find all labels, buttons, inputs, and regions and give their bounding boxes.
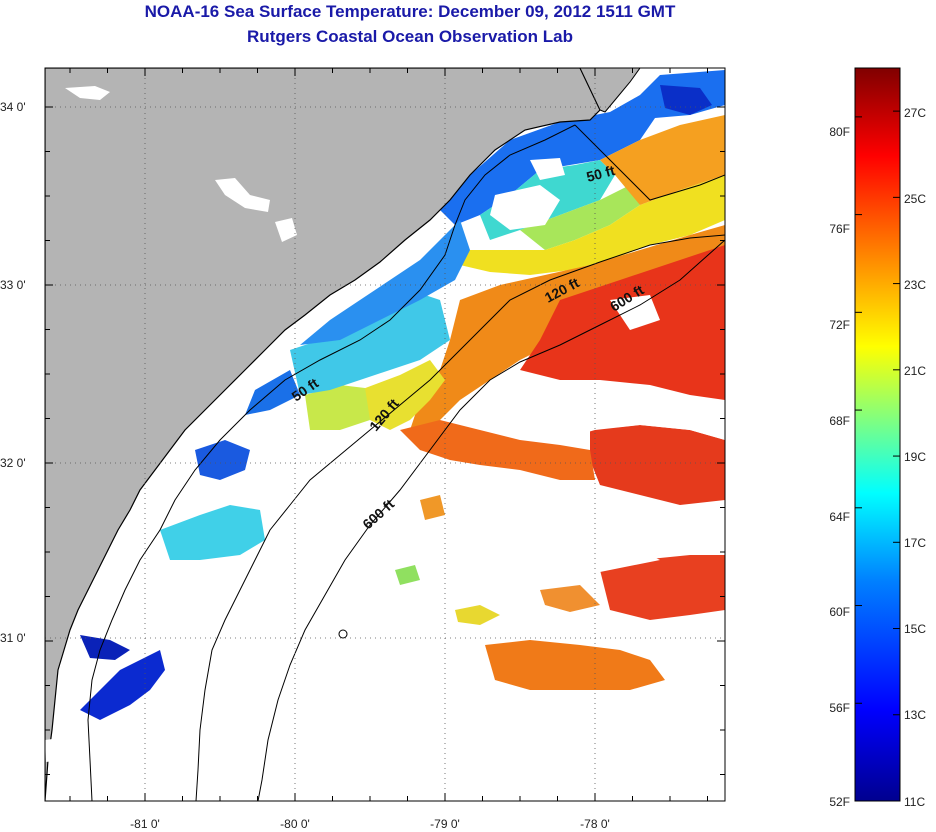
sst-patch-north-yellow — [455, 175, 725, 275]
lake-marion — [215, 178, 270, 212]
sst-patch-orange-midsouth — [420, 495, 445, 520]
colorbar-f-68: 68F — [829, 414, 850, 428]
sst-patch-north-orange — [600, 115, 725, 205]
sst-patch-orange-small — [540, 585, 600, 612]
bathymetry-contours — [87, 124, 725, 801]
sst-patch-darkblue-south2 — [80, 635, 130, 660]
seamount-contour — [338, 629, 348, 639]
map-title: NOAA-16 Sea Surface Temperature: Decembe… — [144, 2, 676, 21]
inland-lakes — [45, 86, 297, 762]
sst-patch-red-se — [600, 555, 725, 620]
colorbar-f-60: 60F — [829, 605, 850, 619]
cloud-gap-east — [610, 295, 660, 330]
colorbar-f-76: 76F — [829, 222, 850, 236]
colorbar-f-72: 72F — [829, 318, 850, 332]
map-frame — [44, 67, 726, 802]
contour-label-50ft-north: 50 ft — [585, 162, 617, 185]
sst-patch-red-east — [590, 425, 725, 505]
colorbar-f-56: 56F — [829, 701, 850, 715]
sst-patch-yellow-small — [455, 605, 500, 625]
lake-south-1 — [60, 660, 70, 692]
colorbar-c-15: 15C — [904, 622, 926, 636]
colorbar-c-23: 23C — [904, 278, 926, 292]
sst-patch-cyan-shelf — [290, 290, 450, 395]
land-mass — [45, 68, 601, 801]
colorbar-c-11: 11C — [904, 795, 925, 809]
sst-patch-blue-south — [195, 440, 250, 480]
cloud-gap-south — [450, 530, 660, 572]
lon-label-80: -80 0' — [280, 817, 310, 831]
colorbar-ticks — [855, 110, 900, 802]
sst-patch-orange-mid — [400, 420, 595, 480]
sst-patch-green-small — [395, 565, 420, 585]
colorbar-c-17: 17C — [904, 536, 926, 550]
lake-small — [275, 218, 297, 242]
sst-patches — [80, 70, 725, 720]
map-subtitle: Rutgers Coastal Ocean Observation Lab — [247, 27, 573, 46]
colorbar-c-25: 25C — [904, 192, 926, 206]
sst-patch-green-shelf — [305, 385, 370, 430]
colorbar-f-52: 52F — [829, 795, 850, 809]
cloud-gap-central — [490, 380, 725, 440]
sst-patch-north-blue — [440, 70, 725, 225]
lat-label-32: 32 0' — [0, 456, 26, 470]
cloud-gaps — [450, 158, 725, 572]
lat-label-31: 31 0' — [0, 631, 26, 645]
colorbar-c-13: 13C — [904, 708, 926, 722]
lake-south-2 — [45, 738, 62, 762]
colorbar-c-19: 19C — [904, 450, 926, 464]
map-content: 50 ft 120 ft 600 ft 50 ft 120 ft 600 ft — [45, 68, 725, 801]
sst-patch-north-green — [520, 185, 640, 250]
sst-patch-north-darkblue — [660, 85, 712, 115]
lon-label-78: -78 0' — [580, 817, 610, 831]
colorbar-c-21: 21C — [904, 364, 926, 378]
sst-patch-blue-nearshore — [300, 220, 470, 345]
contour-120ft — [195, 234, 725, 801]
minor-ticks — [45, 68, 725, 801]
graticule — [45, 68, 725, 801]
colorbar-f-80: 80F — [829, 125, 850, 139]
lat-label-34: 34 0' — [0, 100, 26, 114]
sst-patch-darkblue-south — [80, 650, 165, 720]
contour-600ft — [257, 239, 725, 801]
sst-patch-blue-mid — [245, 370, 300, 415]
colorbar-f-64: 64F — [829, 510, 850, 524]
sst-patch-orange-south — [485, 640, 665, 690]
lat-label-33: 33 0' — [0, 278, 26, 292]
lake-north — [65, 86, 110, 100]
cloud-gap-north2 — [530, 158, 565, 180]
lon-label-81: -81 0' — [130, 817, 160, 831]
sst-patch-yellow-central — [360, 360, 445, 430]
colorbar-gradient — [854, 67, 901, 802]
colorbar-c-27: 27C — [904, 106, 926, 120]
sst-patch-cyan-south — [160, 505, 265, 560]
contour-50ft — [87, 124, 725, 801]
cloud-gap-north — [490, 185, 560, 230]
lon-label-79: -79 0' — [430, 817, 460, 831]
